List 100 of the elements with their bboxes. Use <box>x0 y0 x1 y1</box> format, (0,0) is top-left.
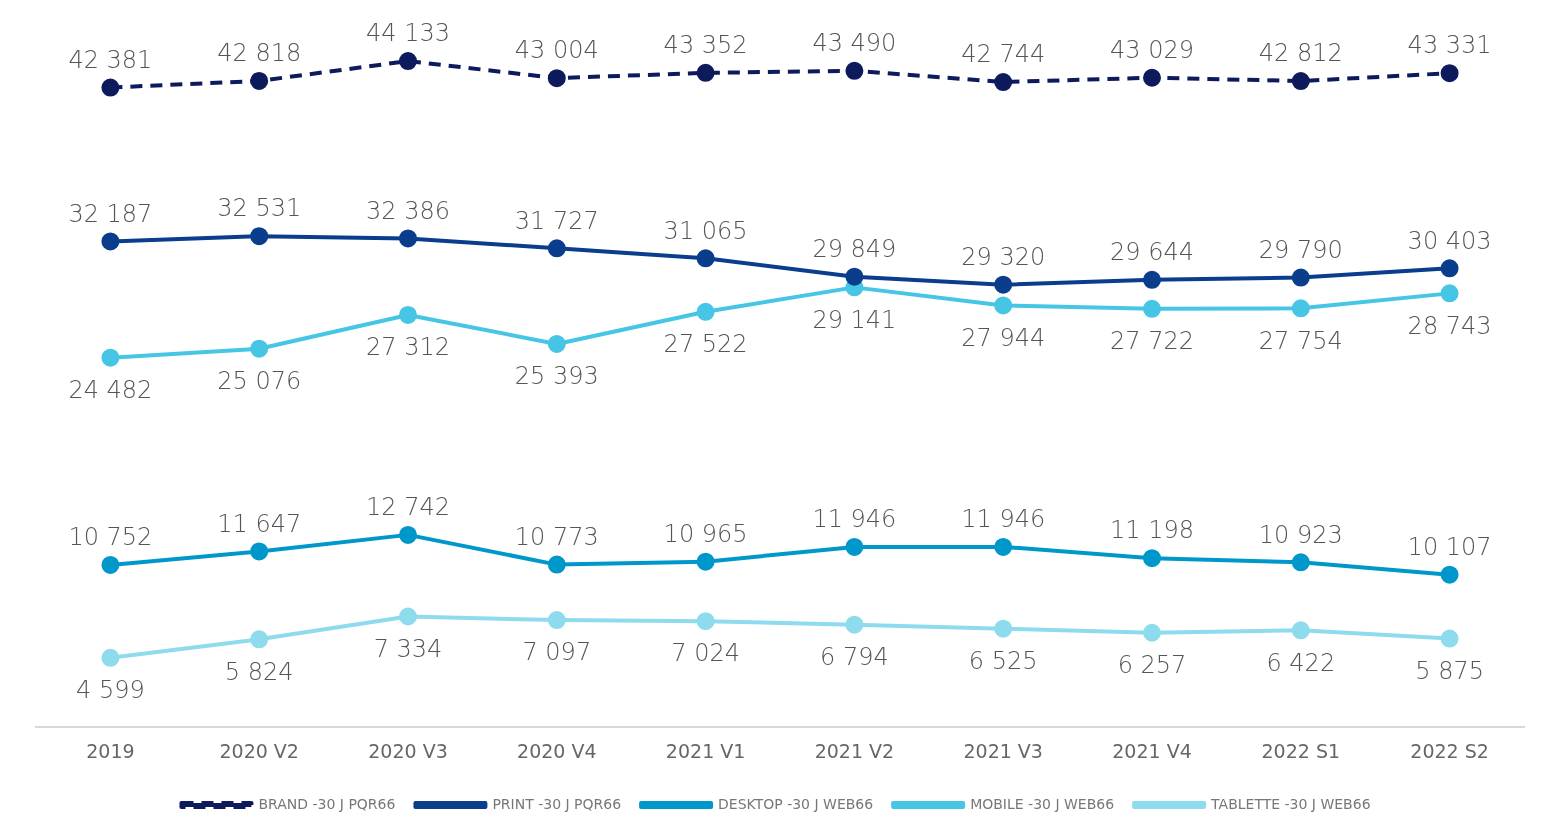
point <box>1143 623 1161 642</box>
point <box>547 611 566 630</box>
point <box>101 232 120 251</box>
point <box>250 71 269 90</box>
point <box>845 537 864 556</box>
x-tick-label: 2021 V3 <box>963 739 1043 762</box>
data-label: 29 644 <box>1110 238 1194 267</box>
data-label: 29 849 <box>812 234 897 263</box>
data-label: 28 743 <box>1407 311 1492 340</box>
point <box>1291 72 1310 91</box>
x-tick-label: 2022 S1 <box>1261 739 1341 762</box>
point <box>1291 299 1310 318</box>
point <box>1440 565 1459 584</box>
point <box>1440 284 1459 303</box>
legend-label: TABLETTE -30 J WEB66 <box>1210 795 1371 812</box>
data-label: 10 752 <box>68 523 153 552</box>
point <box>845 615 864 634</box>
point <box>1143 68 1161 87</box>
data-label: 11 647 <box>217 509 302 538</box>
point <box>1291 621 1310 640</box>
point <box>547 555 566 574</box>
point <box>1440 64 1459 83</box>
data-label: 43 004 <box>514 36 599 65</box>
data-label: 10 923 <box>1258 520 1343 549</box>
data-label: 43 331 <box>1407 31 1492 60</box>
data-label: 5 875 <box>1415 656 1484 685</box>
point <box>845 61 864 80</box>
data-label: 42 812 <box>1258 39 1343 68</box>
data-label: 5 824 <box>224 657 294 686</box>
data-label: 44 133 <box>366 19 450 48</box>
point <box>696 612 715 631</box>
data-label: 27 312 <box>366 333 450 362</box>
legend-label: PRINT -30 J PQR66 <box>492 795 622 812</box>
data-label: 27 754 <box>1258 326 1343 355</box>
point <box>994 619 1013 638</box>
point <box>547 69 566 88</box>
point <box>547 334 566 353</box>
data-label: 12 742 <box>366 493 450 522</box>
point <box>250 227 269 246</box>
data-label: 42 818 <box>217 39 302 68</box>
data-label: 30 403 <box>1407 226 1492 255</box>
point <box>399 305 417 324</box>
point <box>1440 259 1459 278</box>
data-label: 6 422 <box>1266 648 1336 677</box>
x-tick-label: 2020 V2 <box>219 739 299 762</box>
data-label: 31 065 <box>663 216 748 245</box>
data-label: 11 946 <box>961 505 1046 534</box>
x-tick-label: 2021 V1 <box>665 739 746 762</box>
point <box>250 542 269 561</box>
point <box>1291 268 1310 287</box>
point <box>399 607 417 626</box>
x-tick-label: 2021 V4 <box>1112 739 1192 762</box>
point <box>399 52 417 71</box>
point <box>101 648 120 667</box>
data-label: 32 531 <box>217 194 302 223</box>
x-tick-label: 2019 <box>86 739 135 762</box>
data-label: 32 386 <box>366 196 450 225</box>
data-label: 11 198 <box>1110 516 1194 545</box>
legend-label: DESKTOP -30 J WEB66 <box>718 795 874 812</box>
data-label: 42 381 <box>68 45 153 74</box>
x-tick-label: 2020 V3 <box>368 739 448 762</box>
legend-label: BRAND -30 J PQR66 <box>258 795 396 812</box>
data-label: 29 141 <box>812 305 897 334</box>
data-label: 4 599 <box>76 676 145 705</box>
data-label: 43 029 <box>1110 35 1194 64</box>
point <box>1143 270 1161 289</box>
point <box>101 78 120 97</box>
data-label: 7 097 <box>522 638 592 667</box>
data-label: 10 773 <box>514 522 599 551</box>
data-label: 7 334 <box>373 634 443 663</box>
legend-label: MOBILE -30 J WEB66 <box>970 795 1115 812</box>
data-label: 25 393 <box>514 362 599 391</box>
data-label: 27 722 <box>1110 327 1194 356</box>
point <box>250 630 269 649</box>
point <box>994 296 1013 315</box>
data-label: 29 790 <box>1258 235 1343 264</box>
point <box>845 267 864 286</box>
point <box>1143 299 1161 318</box>
data-label: 6 794 <box>820 642 889 671</box>
data-label: 10 965 <box>663 519 748 548</box>
data-label: 43 352 <box>663 31 748 60</box>
data-label: 42 744 <box>961 40 1046 69</box>
data-label: 7 024 <box>671 639 740 668</box>
point <box>250 339 269 358</box>
point <box>994 537 1013 556</box>
data-label: 27 522 <box>663 330 748 359</box>
data-label: 11 946 <box>812 505 897 534</box>
point <box>696 302 715 321</box>
x-tick-label: 2022 S2 <box>1410 739 1489 762</box>
point <box>696 63 715 82</box>
data-label: 6 257 <box>1117 651 1187 679</box>
point <box>994 73 1013 92</box>
point <box>399 525 417 544</box>
point <box>994 275 1013 294</box>
point <box>399 229 417 248</box>
data-label: 29 320 <box>961 242 1046 271</box>
data-label: 43 490 <box>812 29 897 58</box>
x-tick-label: 2020 V4 <box>517 739 597 762</box>
data-label: 32 187 <box>68 199 153 228</box>
point <box>696 249 715 268</box>
